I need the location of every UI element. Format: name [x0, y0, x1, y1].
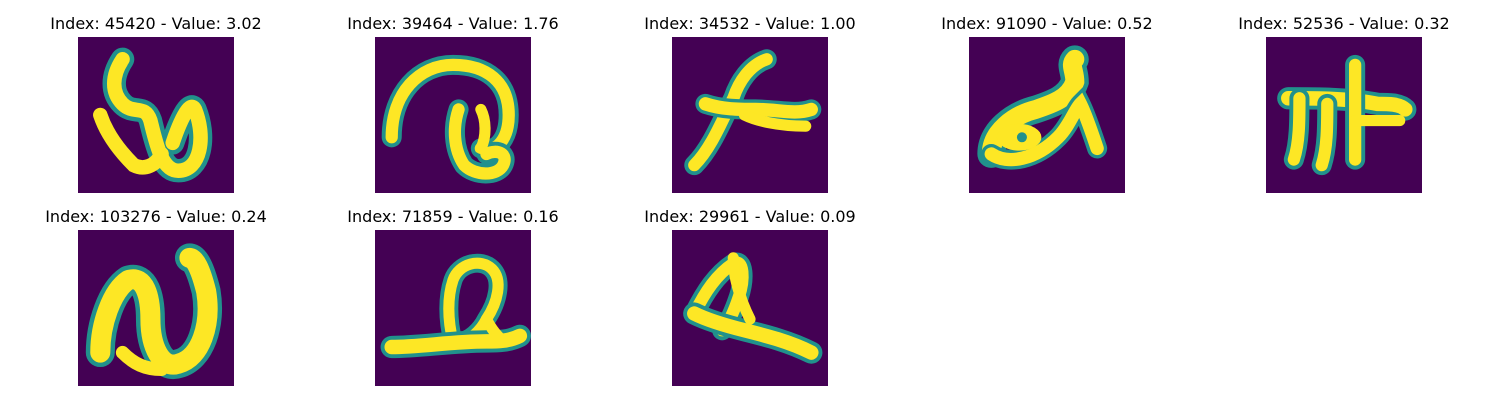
glyph-q-base-image: [375, 230, 531, 386]
panel-title: Index: 29961 - Value: 0.09: [644, 207, 856, 226]
glyph-w-image: [78, 37, 234, 193]
panel-title: Index: 52536 - Value: 0.32: [1238, 14, 1450, 33]
panel-title: Index: 45420 - Value: 3.02: [50, 14, 262, 33]
panel-title: Index: 39464 - Value: 1.76: [347, 14, 559, 33]
glyph-a-tail-image: [672, 230, 828, 386]
panel-title: Index: 103276 - Value: 0.24: [45, 207, 267, 226]
panel-title: Index: 91090 - Value: 0.52: [941, 14, 1153, 33]
glyph-plane-image: [672, 37, 828, 193]
glyph-arc-loop-image: [375, 37, 531, 193]
glyph-n-image: [78, 230, 234, 386]
panel-title: Index: 71859 - Value: 0.16: [347, 207, 559, 226]
glyph-pi-cross-image: [1266, 37, 1422, 193]
panel-title: Index: 34532 - Value: 1.00: [644, 14, 856, 33]
glyph-fish-image: [969, 37, 1125, 193]
